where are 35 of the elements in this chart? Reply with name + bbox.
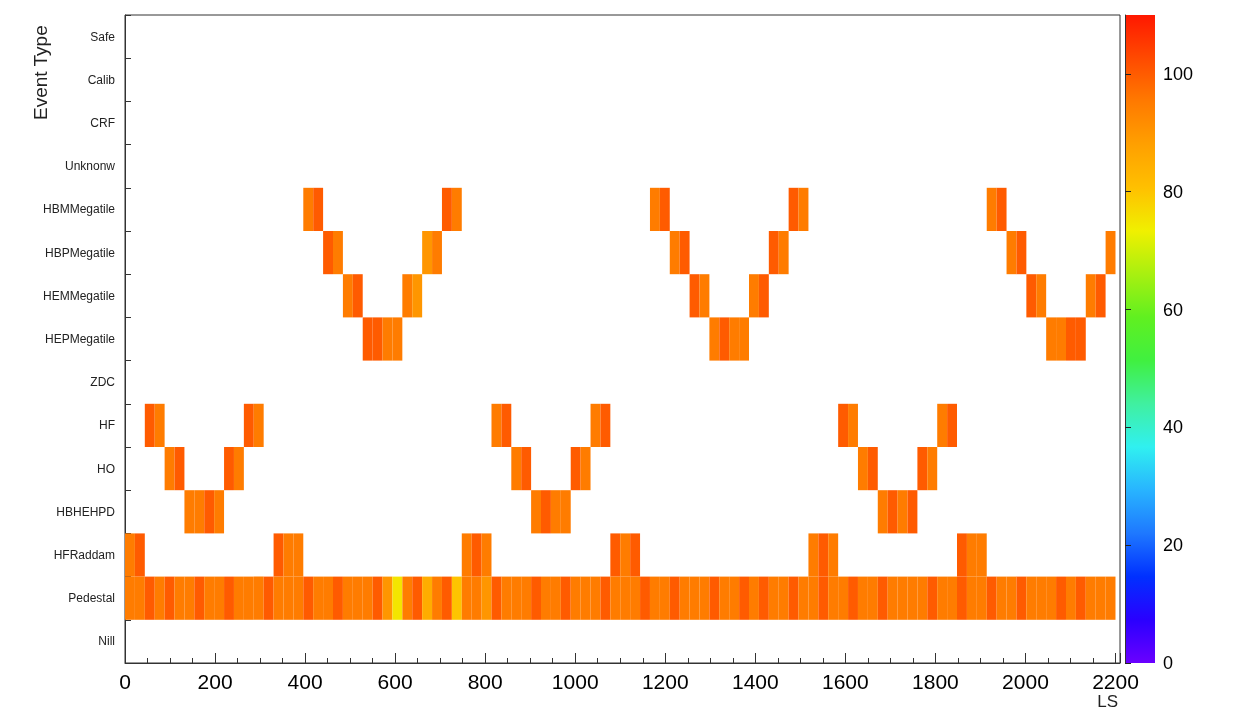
y-tick-label: ZDC xyxy=(90,375,116,390)
y-tick-label: HF xyxy=(99,418,115,433)
y-tick-label: HFRaddam xyxy=(53,548,115,562)
x-tick-label: 600 xyxy=(377,670,413,693)
y-tick-label: HEMMegatile xyxy=(42,288,116,303)
x-tick-label: 0 xyxy=(119,670,131,693)
y-tick-label: HEPMegatile xyxy=(44,332,116,346)
color-bar-label: 100 xyxy=(1163,63,1194,84)
y-tick-label: Pedestal xyxy=(68,591,115,606)
x-tick-label: 2200 xyxy=(1092,670,1139,693)
y-tick-label: HO xyxy=(97,461,115,476)
y-tick-label: Unknonw xyxy=(64,159,116,174)
y-tick-label: Safe xyxy=(90,29,116,44)
y-tick-label: CRF xyxy=(90,116,115,130)
x-tick-label: 1200 xyxy=(641,670,689,693)
color-bar-label: 0 xyxy=(1163,653,1174,673)
x-tick-label: 1000 xyxy=(551,670,599,693)
y-tick-label: HBPMegatile xyxy=(44,245,116,260)
x-tick-label: 800 xyxy=(467,670,503,693)
x-tick-label: 400 xyxy=(287,670,323,693)
y-tick-label: HBMMegatile xyxy=(42,202,116,217)
x-tick-label: 1600 xyxy=(822,670,869,693)
color-bar-label: 40 xyxy=(1163,417,1184,438)
x-tick-label: 2000 xyxy=(1002,670,1049,693)
color-bar-label: 60 xyxy=(1163,299,1184,320)
y-axis-title: Event Type xyxy=(29,25,51,120)
x-tick-label: 1800 xyxy=(912,670,959,693)
x-tick-label: 1400 xyxy=(731,670,779,693)
x-axis-title: LS xyxy=(1097,692,1118,711)
y-tick-label: HBHEHPD xyxy=(56,504,116,519)
y-tick-label: Calib xyxy=(87,72,116,87)
color-bar-label: 80 xyxy=(1163,181,1184,202)
color-bar-label: 20 xyxy=(1163,535,1184,556)
x-tick-label: 200 xyxy=(197,670,233,693)
y-tick-label: Nill xyxy=(98,634,115,649)
